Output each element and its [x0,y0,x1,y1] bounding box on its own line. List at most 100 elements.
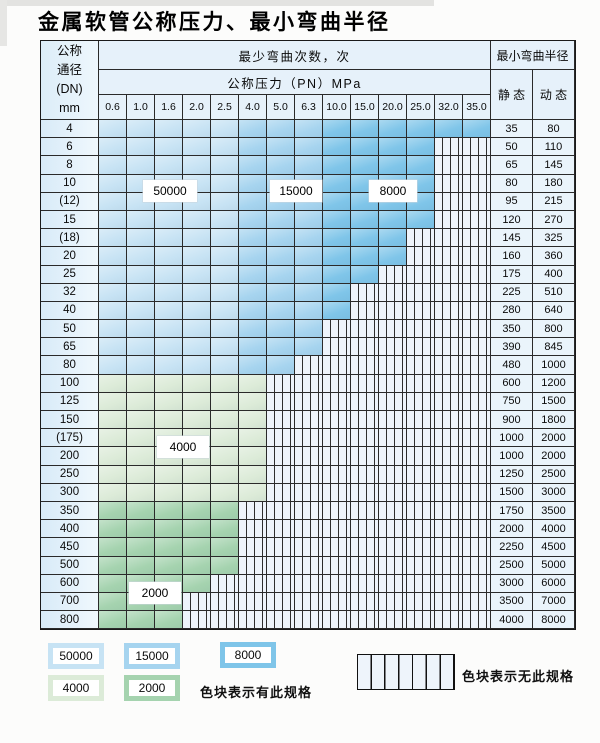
matrix-cell [407,392,435,411]
matrix-cell [127,247,155,266]
matrix-cell [323,483,351,502]
matrix-cell [211,301,239,321]
matrix-cell [435,538,463,557]
matrix-cell [239,210,267,230]
matrix-cell [407,247,435,266]
matrix-cell [211,611,239,630]
pressure-value-2.5: 2.5 [211,95,239,120]
legend-no-spec-swatch [357,654,455,690]
matrix-cell [239,283,267,302]
dn-cell: 350 [41,501,99,521]
matrix-cell [239,156,267,175]
matrix-cell [351,229,379,248]
matrix-cell [379,538,407,557]
matrix-cell [379,392,407,411]
matrix-cell [99,247,127,266]
dynamic-radius-cell: 4500 [533,538,575,557]
matrix-cell [239,192,267,211]
static-radius-cell: 160 [491,247,533,266]
dn-cell: 10 [41,174,99,193]
matrix-cell [127,447,155,466]
dn-cell: 800 [41,611,99,630]
page-title: 金属软管公称压力、最小弯曲半径 [38,9,391,34]
dn-cell: 8 [41,156,99,175]
dn-cell: 200 [41,447,99,466]
dn-cell: 15 [41,210,99,230]
matrix-cell [351,156,379,175]
dynamic-radius-cell: 640 [533,301,575,321]
overlay-label-2000: 2000 [129,582,181,604]
legend-swatch-4000-label: 4000 [53,680,99,696]
matrix-cell [183,156,211,175]
matrix-cell [239,265,267,284]
legend-swatch-2000-label: 2000 [129,680,175,696]
dynamic-radius-cell: 1800 [533,411,575,430]
matrix-cell [379,465,407,484]
dynamic-radius-cell: 4000 [533,520,575,539]
matrix-cell [267,611,295,630]
dn-cell: 150 [41,411,99,430]
matrix-cell [379,283,407,302]
matrix-cell [323,501,351,521]
matrix-cell [295,447,323,466]
matrix-cell [99,265,127,284]
matrix-cell [267,574,295,593]
static-radius-cell: 95 [491,192,533,211]
matrix-cell [211,265,239,284]
matrix-cell [323,392,351,411]
matrix-cell [127,301,155,321]
matrix-cell [351,392,379,411]
header-dynamic: 动 态 [533,70,575,120]
matrix-cell [183,301,211,321]
dynamic-radius-cell: 7000 [533,592,575,612]
static-radius-cell: 50 [491,138,533,157]
matrix-cell [211,229,239,248]
matrix-cell [407,229,435,248]
header-dn: 公称 通径 (DN) mm [41,41,99,120]
matrix-cell [323,574,351,593]
matrix-cell [463,611,491,630]
matrix-cell [407,556,435,575]
matrix-cell [323,301,351,321]
matrix-cell [379,356,407,375]
matrix-cell [99,229,127,248]
matrix-cell [379,138,407,157]
matrix-cell [463,174,491,193]
matrix-cell [239,338,267,357]
matrix-cell [351,520,379,539]
pressure-value-15.0: 15.0 [351,95,379,120]
matrix-cell [323,592,351,612]
matrix-cell [379,265,407,284]
matrix-cell [99,411,127,430]
matrix-cell [239,538,267,557]
static-radius-cell: 1000 [491,429,533,448]
matrix-cell [99,174,127,193]
matrix-cell [435,356,463,375]
matrix-cell [99,483,127,502]
matrix-cell [155,138,183,157]
legend-no-spec-text: 色块表示无此规格 [462,669,575,684]
matrix-cell [435,192,463,211]
matrix-cell [463,538,491,557]
matrix-cell [351,501,379,521]
matrix-cell [183,247,211,266]
matrix-cell [183,265,211,284]
matrix-cell [407,447,435,466]
matrix-cell [295,556,323,575]
matrix-cell [407,411,435,430]
matrix-cell [155,611,183,630]
matrix-cell [183,374,211,393]
matrix-cell [99,320,127,339]
dynamic-radius-cell: 215 [533,192,575,211]
matrix-cell [295,265,323,284]
dn-cell: (12) [41,192,99,211]
dn-cell: 50 [41,320,99,339]
matrix-cell [211,574,239,593]
pressure-value-5.0: 5.0 [267,95,295,120]
matrix-cell [239,429,267,448]
matrix-cell [435,483,463,502]
spec-table: 公称 通径 (DN) mm 最少弯曲次数，次 最小弯曲半径 公称压力（PN）MP… [40,40,576,631]
matrix-cell [463,592,491,612]
matrix-cell [155,265,183,284]
matrix-cell [379,210,407,230]
